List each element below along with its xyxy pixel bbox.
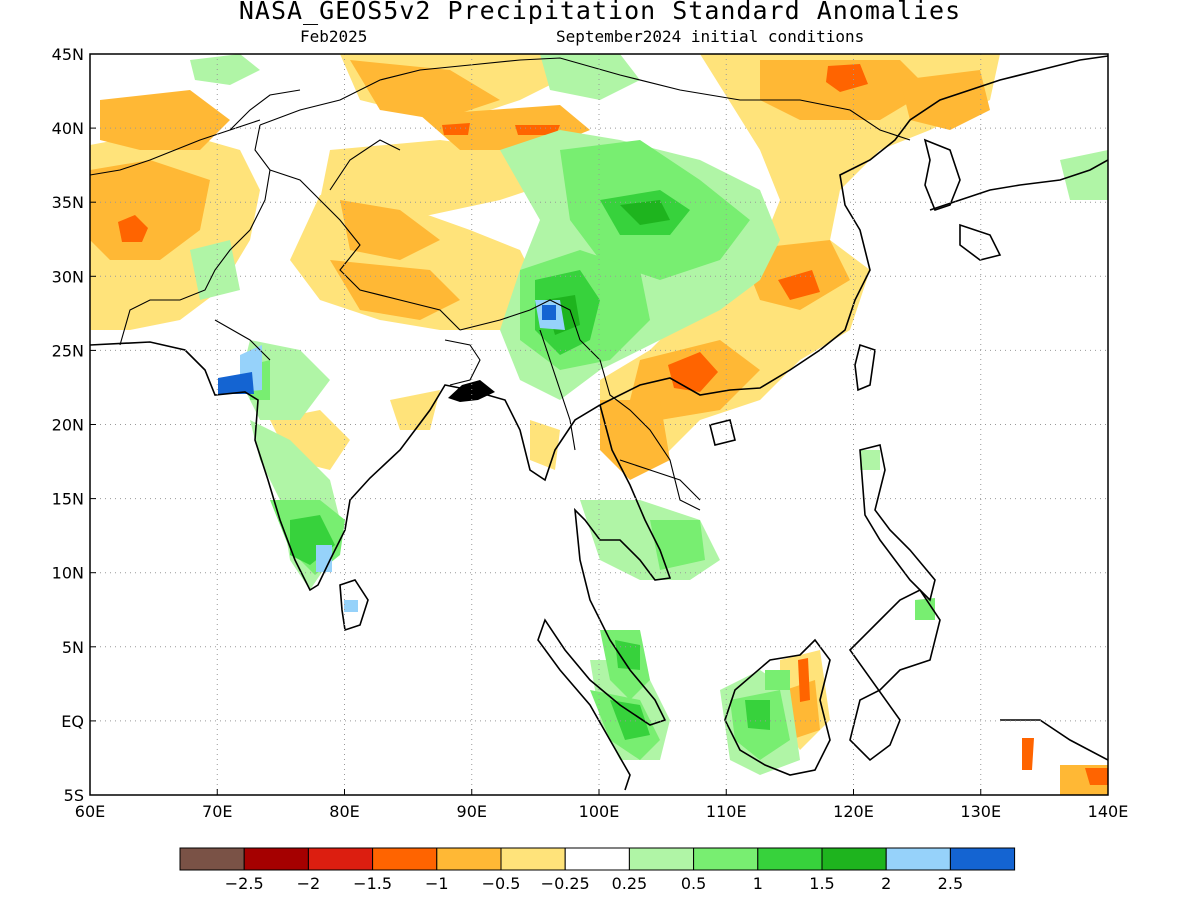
y-tick-label: EQ — [61, 712, 84, 731]
x-tick-label: 130E — [960, 802, 1001, 821]
y-tick-label: 20N — [52, 416, 84, 435]
y-tick-label: 5S — [64, 786, 84, 805]
colorbar-label: 0.5 — [681, 874, 706, 893]
x-tick-label: 60E — [75, 802, 105, 821]
colorbar: −2.5 −2 −1.5 −1 −0.5 −0.25 0.25 0.5 1 1.5 2 2.5 — [179, 847, 1016, 893]
colorbar-label: 1 — [753, 874, 763, 893]
colorbar-swatch — [179, 847, 245, 871]
colorbar-swatch — [436, 847, 502, 871]
x-tick-label: 110E — [706, 802, 747, 821]
colorbar-swatch — [372, 847, 438, 871]
colorbar-swatch — [757, 847, 823, 871]
colorbar-swatch — [949, 847, 1016, 871]
colorbar-label: 2 — [881, 874, 891, 893]
colorbar-swatch — [500, 847, 566, 871]
colorbar-label: 0.25 — [612, 874, 648, 893]
x-tick-label: 100E — [579, 802, 620, 821]
y-tick-label: 40N — [52, 119, 84, 138]
colorbar-swatch — [243, 847, 309, 871]
x-tick-label: 70E — [202, 802, 232, 821]
x-tick-label: 80E — [329, 802, 359, 821]
y-tick-label: 25N — [52, 341, 84, 360]
colorbar-label: −0.5 — [482, 874, 521, 893]
colorbar-swatch — [564, 847, 630, 871]
y-tick-label: 30N — [52, 267, 84, 286]
colorbar-label: −2 — [297, 874, 321, 893]
colorbar-label: 1.5 — [809, 874, 834, 893]
y-tick-label: 15N — [52, 490, 84, 509]
river-delta — [448, 380, 495, 402]
x-tick-label: 90E — [457, 802, 487, 821]
axis-ticks: 60E 70E 80E 90E 100E 110E 120E 130E 140E 5S EQ 5N 10… — [52, 45, 1129, 821]
y-tick-label: 35N — [52, 193, 84, 212]
colorbar-swatch — [307, 847, 374, 871]
colorbar-swatch — [628, 847, 695, 871]
extreme-wet-areas — [218, 305, 556, 394]
colorbar-swatch — [821, 847, 887, 871]
coastlines — [90, 55, 1108, 791]
colorbar-swatch — [885, 847, 951, 871]
x-tick-label: 120E — [833, 802, 874, 821]
borders — [90, 57, 911, 511]
y-tick-label: 5N — [62, 638, 84, 657]
forecast-month: Feb2025 — [300, 27, 368, 46]
x-tick-label: 140E — [1088, 802, 1129, 821]
map-title: NASA_GEOS5v2 Precipitation Standard Anom… — [238, 0, 962, 25]
colorbar-label: −1 — [425, 874, 449, 893]
colorbar-swatch — [693, 847, 759, 871]
gridlines — [90, 54, 1108, 795]
strong-dry-areas — [118, 64, 1108, 785]
y-tick-label: 45N — [52, 45, 84, 64]
y-tick-label: 10N — [52, 564, 84, 583]
colorbar-label: 2.5 — [938, 874, 963, 893]
initial-conditions: September2024 initial conditions — [556, 27, 865, 46]
colorbar-label: −2.5 — [225, 874, 264, 893]
colorbar-label: −0.25 — [541, 874, 590, 893]
colorbar-label: −1.5 — [353, 874, 392, 893]
